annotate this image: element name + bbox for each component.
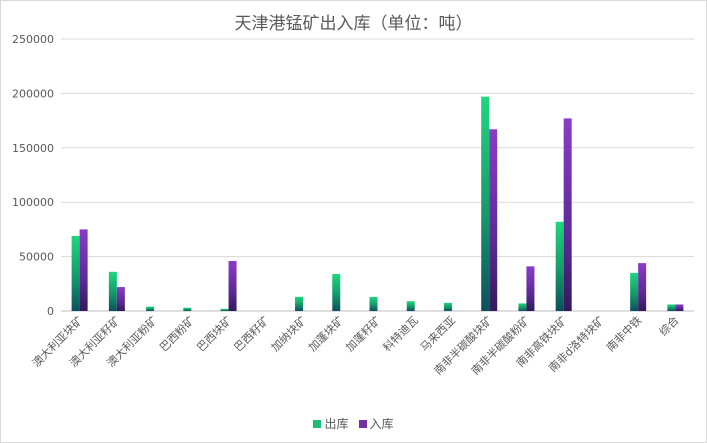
x-tick-label: 综合: [656, 313, 681, 338]
legend-label-in: 入库: [369, 417, 394, 431]
bar-in: [489, 129, 498, 311]
chart-title: 天津港锰矿出入库（单位：吨）: [234, 14, 473, 34]
bar-in: [79, 229, 88, 311]
bar-out: [443, 302, 452, 311]
bar-out: [220, 308, 229, 311]
y-tick-label: 100000: [12, 196, 54, 209]
y-tick-label: 0: [47, 305, 54, 318]
bar-out: [555, 221, 564, 311]
bar-out: [183, 307, 192, 311]
bar-in: [228, 260, 237, 311]
bar-in: [638, 263, 647, 311]
x-tick-label: 巴西籽矿: [232, 314, 272, 354]
legend-swatch-in: [358, 419, 367, 428]
bar-out: [332, 274, 341, 311]
y-tick-label: 150000: [12, 142, 54, 155]
bar-out: [667, 304, 676, 311]
x-tick-label: 巴西粉矿: [157, 314, 197, 354]
bar-out: [108, 271, 117, 311]
bar-in: [563, 118, 572, 311]
x-tick-label: 加蓬籽矿: [343, 314, 383, 354]
x-tick-label: 科特迪瓦: [380, 313, 421, 354]
bar-out: [630, 272, 639, 311]
bar-out: [295, 296, 304, 311]
y-tick-label: 250000: [12, 33, 54, 46]
bar-out: [369, 296, 378, 311]
bar-in: [675, 304, 684, 311]
bar-in: [526, 266, 535, 311]
legend-swatch-out: [313, 419, 322, 428]
bar-in: [116, 287, 125, 311]
x-tick-label: 加纳块矿: [269, 314, 309, 354]
x-tick-label: 南非中铁: [604, 314, 644, 354]
y-tick-label: 50000: [19, 251, 54, 264]
bar-out: [481, 96, 490, 311]
legend-item-in: 入库: [358, 415, 394, 432]
x-tick-label: 加蓬块矿: [306, 314, 346, 354]
legend-item-out: 出库: [313, 415, 349, 432]
legend: 出库 入库: [1, 415, 706, 432]
bar-out: [146, 306, 155, 311]
x-tick-label: 巴西块矿: [194, 314, 234, 354]
bar-out: [518, 303, 527, 311]
legend-label-out: 出库: [324, 417, 349, 431]
bar-out: [71, 235, 80, 311]
y-tick-label: 200000: [12, 87, 54, 100]
bar-out: [406, 301, 415, 311]
